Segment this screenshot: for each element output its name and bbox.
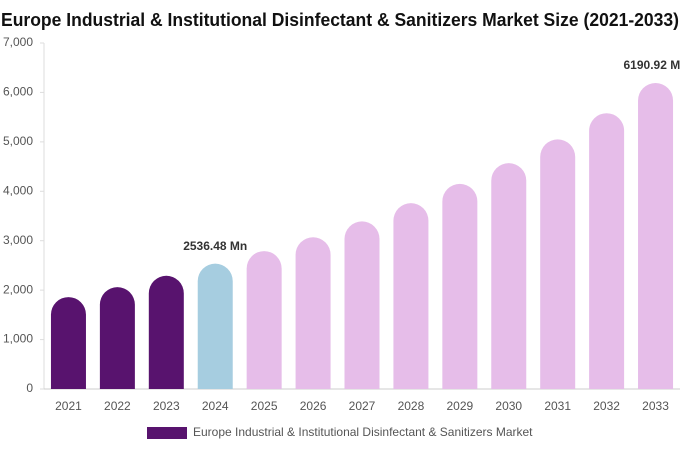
- x-tick-label: 2022: [104, 399, 131, 413]
- bar: [197, 263, 233, 389]
- bar: [638, 82, 674, 389]
- chart-title: Europe Industrial & Institutional Disinf…: [1, 10, 679, 30]
- x-tick-label: 2026: [300, 399, 327, 413]
- x-tick-label: 2023: [153, 399, 180, 413]
- y-tick-label: 7,000: [3, 35, 33, 49]
- y-tick-label: 0: [26, 381, 33, 395]
- legend-swatch: [147, 427, 187, 439]
- x-tick-label: 2031: [544, 399, 571, 413]
- x-tick-label: 2030: [495, 399, 522, 413]
- y-tick-label: 2,000: [3, 282, 33, 296]
- y-tick-label: 6,000: [3, 85, 33, 99]
- bar: [344, 221, 380, 389]
- bar: [589, 113, 625, 389]
- x-tick-label: 2025: [251, 399, 278, 413]
- legend-label: Europe Industrial & Institutional Disinf…: [193, 425, 533, 439]
- x-tick-label: 2024: [202, 399, 229, 413]
- x-tick-label: 2028: [398, 399, 425, 413]
- x-tick-label: 2033: [642, 399, 669, 413]
- bar: [148, 275, 184, 389]
- bar: [540, 139, 576, 389]
- value-label: 2536.48 Mn: [183, 239, 247, 253]
- bar: [393, 203, 429, 389]
- bar: [50, 297, 86, 389]
- y-tick-label: 1,000: [3, 332, 33, 346]
- value-label: 6190.92 Mn: [624, 58, 680, 72]
- y-tick-label: 3,000: [3, 233, 33, 247]
- y-tick-label: 4,000: [3, 183, 33, 197]
- x-tick-label: 2021: [55, 399, 82, 413]
- x-tick-label: 2032: [593, 399, 620, 413]
- y-tick-label: 5,000: [3, 134, 33, 148]
- bar: [295, 237, 331, 389]
- bar: [99, 287, 135, 389]
- bar: [442, 183, 478, 389]
- bar: [246, 251, 282, 389]
- x-tick-label: 2027: [349, 399, 376, 413]
- x-tick-label: 2029: [446, 399, 473, 413]
- bar: [491, 163, 527, 389]
